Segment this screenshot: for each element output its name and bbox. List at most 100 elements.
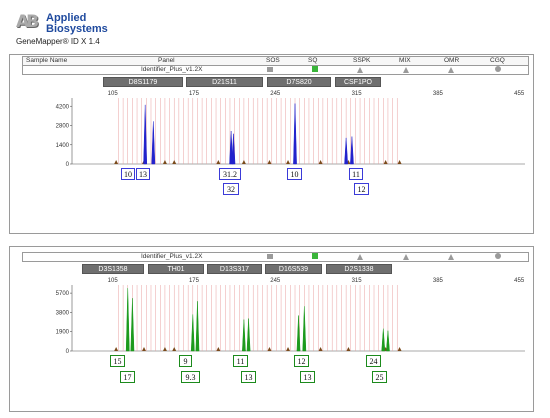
product-name: GeneMapper® ID X 1.4 — [16, 37, 100, 46]
allele-call[interactable]: 10 — [121, 168, 135, 180]
omr-flag-icon — [448, 67, 454, 73]
x-tick-label: 455 — [514, 278, 525, 284]
locus-d2s1338[interactable]: D2S1338 — [326, 264, 392, 274]
x-tick-label: 175 — [189, 91, 200, 97]
allele-call[interactable]: 10 — [287, 168, 302, 180]
electropherogram-plot-2[interactable]: 105 175 245 315 385 455 5700 3800 1900 0 — [10, 275, 533, 355]
baseline-artifact — [172, 347, 177, 351]
locus-d16s539[interactable]: D16S539 — [265, 264, 322, 274]
locus-d3s1358[interactable]: D3S1358 — [82, 264, 144, 274]
sample-row[interactable]: Identifier_Plus_v1.2X — [22, 252, 529, 262]
panel-name: Identifier_Plus_v1.2X — [141, 66, 203, 73]
baseline-artifact — [172, 160, 177, 164]
baseline-artifact — [286, 347, 291, 351]
omr-flag-icon — [448, 254, 454, 260]
allele-call[interactable]: 15 — [110, 355, 125, 367]
locus-d21s11[interactable]: D21S11 — [186, 77, 263, 87]
col-omr[interactable]: OMR — [444, 57, 460, 64]
y-tick-label: 5700 — [56, 291, 70, 297]
peak — [231, 133, 236, 165]
y-tick-label: 4200 — [56, 104, 70, 110]
locus-csf1po[interactable]: CSF1PO — [335, 77, 381, 87]
col-sspk[interactable]: SSPK — [353, 57, 371, 64]
brand-logo: AB Applied Biosystems GeneMapper® ID X 1… — [16, 12, 116, 48]
baseline-artifact — [241, 160, 246, 164]
col-mix[interactable]: MIX — [399, 57, 411, 64]
peak — [381, 328, 386, 352]
baseline-artifact — [162, 347, 167, 351]
peak — [151, 121, 156, 165]
allele-call[interactable]: 24 — [366, 355, 381, 367]
peak — [302, 306, 307, 352]
allele-call[interactable]: 13 — [136, 168, 150, 180]
x-tick-label: 105 — [108, 91, 119, 97]
baseline-artifact — [114, 160, 119, 164]
col-cgq[interactable]: CGQ — [490, 57, 505, 64]
sample-row[interactable]: Identifier_Plus_v1.2X — [22, 65, 529, 75]
x-tick-label: 245 — [270, 278, 281, 284]
peak — [229, 130, 233, 165]
col-sos[interactable]: SOS — [266, 57, 280, 64]
sspk-flag-icon — [357, 254, 363, 260]
peak — [293, 103, 297, 165]
x-tick-label: 315 — [352, 278, 363, 284]
electropherogram-panel-2: Identifier_Plus_v1.2X D3S1358 TH01 D13S3… — [9, 246, 534, 412]
baseline-artifact — [397, 160, 402, 164]
electropherogram-plot-1[interactable]: 105 175 245 315 385 455 4200 2800 1400 0 — [10, 88, 533, 168]
baseline-artifact — [383, 160, 388, 164]
y-tick-label: 2800 — [56, 124, 70, 130]
y-tick-label: 0 — [66, 162, 70, 168]
allele-call[interactable]: 13 — [241, 371, 256, 383]
allele-call[interactable]: 25 — [372, 371, 387, 383]
allele-call[interactable]: 32 — [223, 183, 239, 195]
col-panel[interactable]: Panel — [158, 57, 175, 64]
x-tick-label: 245 — [270, 91, 281, 97]
peak — [125, 288, 130, 352]
allele-call[interactable]: 12 — [294, 355, 309, 367]
baseline-artifact — [114, 347, 119, 351]
mix-flag-icon — [403, 254, 409, 260]
allele-call[interactable]: 11 — [233, 355, 248, 367]
ab-logo-mark: AB — [16, 12, 39, 32]
baseline-artifact — [318, 160, 323, 164]
peak — [344, 137, 348, 165]
mix-flag-icon — [403, 67, 409, 73]
peak — [246, 318, 251, 352]
allele-call[interactable]: 12 — [354, 183, 369, 195]
col-sq[interactable]: SQ — [308, 57, 318, 64]
col-sample-name[interactable]: Sample Name — [26, 57, 68, 64]
peak — [242, 319, 246, 352]
peak — [386, 330, 390, 352]
peak — [296, 315, 301, 352]
peak — [350, 136, 354, 165]
peak — [195, 301, 200, 352]
cgq-flag-icon — [495, 253, 501, 259]
allele-call[interactable]: 9.3 — [181, 371, 200, 383]
baseline-artifact — [216, 160, 221, 164]
panel-name: Identifier_Plus_v1.2X — [141, 253, 203, 260]
allele-call[interactable]: 13 — [300, 371, 315, 383]
peak — [190, 314, 195, 352]
baseline-artifact — [397, 347, 402, 351]
allele-call[interactable]: 9 — [179, 355, 192, 367]
sq-pass-icon — [312, 253, 318, 259]
baseline-artifact — [346, 347, 351, 351]
locus-d13s317[interactable]: D13S317 — [207, 264, 262, 274]
locus-d7s820[interactable]: D7S820 — [267, 77, 331, 87]
locus-th01[interactable]: TH01 — [148, 264, 204, 274]
allele-call[interactable]: 31.2 — [219, 168, 241, 180]
sos-flag-icon — [267, 67, 273, 72]
x-tick-label: 105 — [108, 278, 119, 284]
baseline-artifact — [286, 160, 291, 164]
x-tick-label: 385 — [433, 278, 444, 284]
locus-d8s1179[interactable]: D8S1179 — [103, 77, 183, 87]
x-tick-label: 455 — [514, 91, 525, 97]
baseline-artifact — [267, 347, 272, 351]
baseline-artifact — [267, 160, 272, 164]
baseline-artifact — [142, 347, 147, 351]
allele-call[interactable]: 11 — [349, 168, 363, 180]
brand-line1: Applied — [46, 12, 87, 24]
allele-call[interactable]: 17 — [120, 371, 135, 383]
baseline-artifact — [162, 160, 167, 164]
sspk-flag-icon — [357, 67, 363, 73]
